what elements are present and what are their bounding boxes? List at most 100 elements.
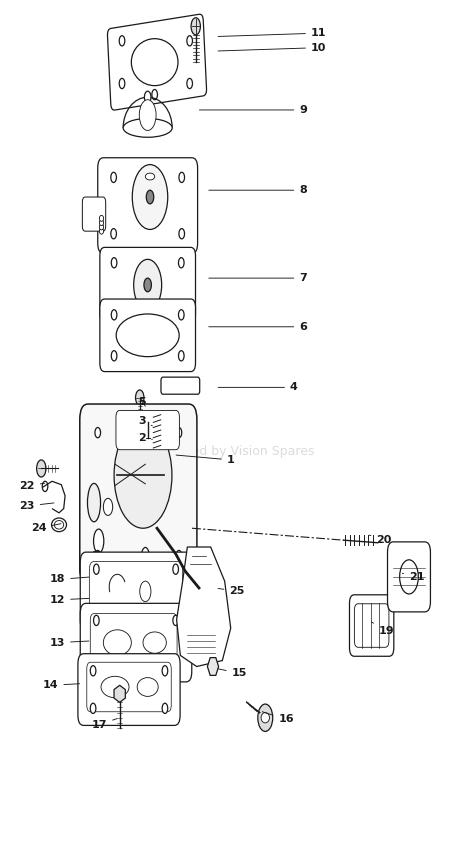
- Circle shape: [95, 551, 101, 561]
- Circle shape: [178, 351, 184, 361]
- Ellipse shape: [94, 529, 104, 553]
- Text: 13: 13: [50, 638, 89, 647]
- Circle shape: [111, 228, 117, 239]
- Ellipse shape: [116, 314, 179, 357]
- Circle shape: [176, 428, 182, 438]
- Circle shape: [90, 666, 96, 676]
- Text: 25: 25: [218, 587, 245, 597]
- Text: 9: 9: [199, 105, 307, 115]
- Text: 20: 20: [369, 535, 392, 545]
- FancyBboxPatch shape: [161, 377, 200, 394]
- Circle shape: [132, 165, 168, 229]
- FancyBboxPatch shape: [100, 299, 196, 372]
- Circle shape: [400, 560, 418, 594]
- Circle shape: [210, 662, 216, 672]
- Circle shape: [144, 278, 152, 292]
- Circle shape: [176, 551, 182, 561]
- FancyBboxPatch shape: [80, 604, 192, 682]
- Circle shape: [103, 498, 113, 516]
- Circle shape: [94, 616, 99, 626]
- Circle shape: [95, 428, 101, 438]
- Circle shape: [90, 703, 96, 713]
- FancyBboxPatch shape: [354, 604, 389, 647]
- Text: 14: 14: [43, 681, 80, 690]
- FancyBboxPatch shape: [80, 404, 197, 584]
- Ellipse shape: [99, 215, 103, 221]
- Circle shape: [42, 481, 48, 492]
- Ellipse shape: [103, 630, 132, 656]
- FancyBboxPatch shape: [78, 654, 180, 725]
- Circle shape: [111, 302, 117, 312]
- Circle shape: [87, 551, 106, 586]
- Circle shape: [94, 564, 99, 575]
- Ellipse shape: [99, 224, 103, 230]
- FancyBboxPatch shape: [116, 410, 179, 450]
- Circle shape: [94, 660, 99, 670]
- Ellipse shape: [99, 228, 103, 234]
- Ellipse shape: [132, 38, 178, 86]
- Circle shape: [111, 257, 117, 268]
- Circle shape: [179, 228, 184, 239]
- Text: 2: 2: [139, 433, 153, 443]
- FancyBboxPatch shape: [144, 408, 152, 428]
- Text: 12: 12: [50, 595, 89, 605]
- Circle shape: [119, 79, 125, 89]
- FancyBboxPatch shape: [90, 614, 177, 669]
- Polygon shape: [114, 686, 125, 702]
- Text: 15: 15: [218, 669, 247, 678]
- Circle shape: [111, 351, 117, 361]
- FancyBboxPatch shape: [100, 247, 196, 322]
- Circle shape: [173, 609, 178, 619]
- Circle shape: [136, 390, 144, 405]
- Text: Powered by Vision Spares: Powered by Vision Spares: [154, 445, 314, 458]
- Text: 19: 19: [372, 622, 394, 635]
- Ellipse shape: [137, 678, 158, 696]
- Circle shape: [187, 36, 192, 46]
- Text: 4: 4: [218, 382, 298, 392]
- FancyBboxPatch shape: [388, 542, 431, 612]
- FancyBboxPatch shape: [87, 663, 171, 711]
- Text: 11: 11: [218, 28, 327, 38]
- Circle shape: [114, 422, 172, 528]
- Circle shape: [162, 703, 168, 713]
- Polygon shape: [207, 657, 219, 675]
- Text: 10: 10: [218, 43, 326, 53]
- Circle shape: [191, 18, 200, 35]
- FancyBboxPatch shape: [350, 595, 394, 657]
- Text: 21: 21: [402, 572, 424, 582]
- Text: 3: 3: [139, 416, 153, 426]
- Circle shape: [140, 581, 151, 602]
- Circle shape: [119, 36, 125, 46]
- Circle shape: [111, 172, 117, 182]
- Circle shape: [173, 660, 178, 670]
- Circle shape: [162, 666, 168, 676]
- Ellipse shape: [51, 518, 66, 532]
- Text: 18: 18: [50, 575, 89, 585]
- FancyBboxPatch shape: [108, 15, 206, 110]
- Ellipse shape: [261, 712, 270, 722]
- Circle shape: [134, 259, 161, 310]
- FancyBboxPatch shape: [82, 197, 106, 231]
- Text: 1: 1: [176, 455, 235, 465]
- Text: 5: 5: [139, 397, 146, 407]
- Circle shape: [178, 257, 184, 268]
- Text: 24: 24: [31, 523, 61, 534]
- Circle shape: [178, 302, 184, 312]
- Polygon shape: [176, 547, 231, 667]
- Ellipse shape: [54, 521, 64, 529]
- Circle shape: [173, 564, 178, 575]
- Text: 16: 16: [262, 711, 294, 724]
- Ellipse shape: [88, 483, 101, 522]
- Circle shape: [92, 560, 101, 577]
- Ellipse shape: [146, 173, 155, 180]
- Circle shape: [111, 310, 117, 320]
- Circle shape: [173, 616, 178, 626]
- Circle shape: [187, 79, 192, 89]
- Circle shape: [37, 460, 46, 477]
- FancyBboxPatch shape: [80, 552, 192, 631]
- Circle shape: [178, 310, 184, 320]
- Text: 22: 22: [19, 481, 44, 491]
- Ellipse shape: [141, 547, 150, 569]
- FancyBboxPatch shape: [89, 562, 183, 622]
- Circle shape: [145, 91, 151, 103]
